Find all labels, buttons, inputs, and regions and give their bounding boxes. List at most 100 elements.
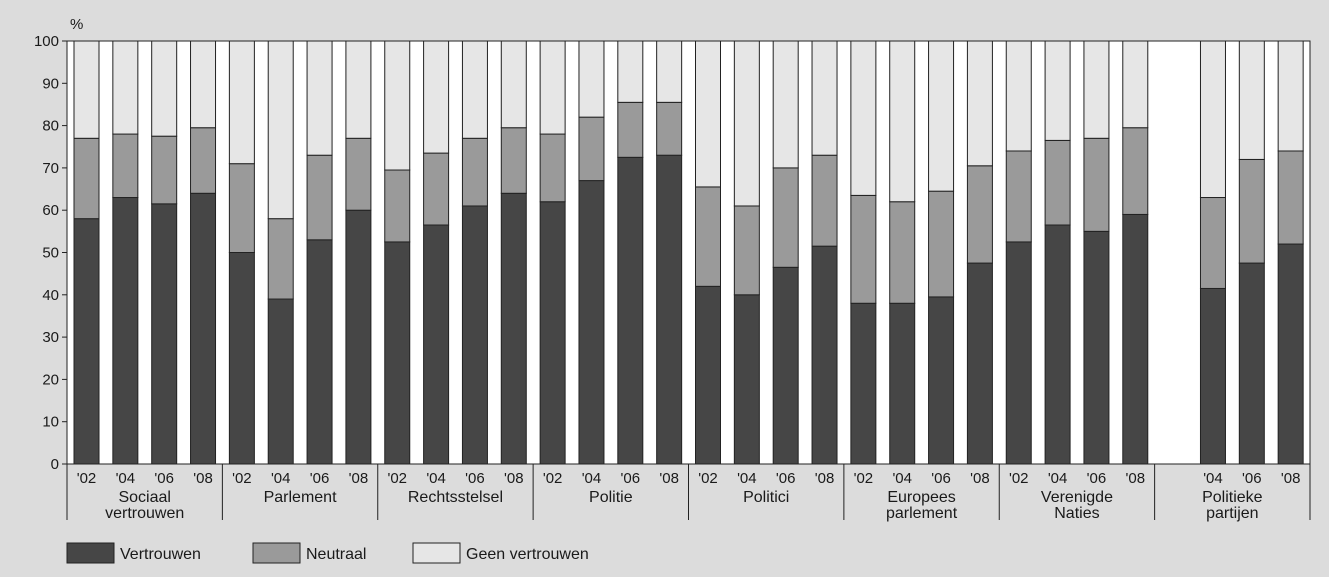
legend-label: Geen vertrouwen: [466, 546, 589, 563]
bar-segment-geen-vertrouwen: [190, 40, 217, 129]
bar-segment-geen-vertrouwen: [1238, 40, 1265, 160]
bar-segment-geen-vertrouwen: [306, 40, 333, 156]
bar-segment-geen-vertrouwen: [1083, 40, 1110, 139]
legend-swatch-geen-vertrouwen: [412, 542, 461, 564]
bar-segment-geen-vertrouwen: [1122, 40, 1149, 129]
bar-segment-vertrouwen: [1083, 230, 1110, 465]
bar-segment-vertrouwen: [1199, 287, 1226, 465]
y-tick-label: 60: [42, 202, 59, 219]
bar-segment-neutraal: [811, 154, 838, 247]
bar-segment-geen-vertrouwen: [112, 40, 139, 135]
x-tick-label: '06: [1242, 470, 1262, 487]
y-tick-label: 20: [42, 371, 59, 388]
x-tick-label: '02: [854, 470, 874, 487]
bar-segment-geen-vertrouwen: [811, 40, 838, 156]
group-label: Politie: [589, 489, 633, 506]
bar-segment-vertrouwen: [1277, 243, 1304, 465]
bar-segment-geen-vertrouwen: [384, 40, 411, 171]
bar-segment-vertrouwen: [1122, 213, 1149, 465]
x-tick-label: '04: [1203, 470, 1223, 487]
bar-segment-geen-vertrouwen: [345, 40, 372, 139]
legend-swatch-vertrouwen: [66, 542, 115, 564]
bar-segment-geen-vertrouwen: [1044, 40, 1071, 141]
x-tick-label: '02: [232, 470, 252, 487]
x-tick-label: '04: [892, 470, 912, 487]
bar-segment-neutraal: [267, 218, 294, 300]
bar-segment-neutraal: [656, 101, 683, 156]
x-tick-label: '02: [387, 470, 407, 487]
x-tick-label: '04: [737, 470, 757, 487]
bar-segment-neutraal: [306, 154, 333, 241]
bar-segment-neutraal: [1122, 127, 1149, 215]
group-label: Europees: [887, 489, 956, 506]
y-tick-label: 70: [42, 160, 59, 177]
bar-segment-neutraal: [966, 165, 993, 264]
bar-segment-geen-vertrouwen: [656, 40, 683, 103]
bar-segment-vertrouwen: [228, 252, 255, 465]
x-tick-label: '08: [1126, 470, 1146, 487]
x-tick-label: '08: [349, 470, 369, 487]
bar-segment-geen-vertrouwen: [928, 40, 955, 192]
bar-segment-neutraal: [889, 201, 916, 304]
bar-segment-geen-vertrouwen: [151, 40, 178, 137]
bar-segment-vertrouwen: [461, 205, 488, 465]
x-tick-label: '06: [310, 470, 330, 487]
bar-segment-neutraal: [578, 116, 605, 182]
bar-segment-neutraal: [1277, 150, 1304, 245]
bar-segment-neutraal: [539, 133, 566, 203]
group-label: Politici: [743, 489, 789, 506]
x-tick-label: '08: [970, 470, 990, 487]
y-unit-label: %: [70, 16, 83, 33]
x-tick-label: '04: [116, 470, 136, 487]
bar-segment-neutraal: [695, 186, 721, 287]
bar-segment-neutraal: [423, 152, 450, 226]
bar-segment-neutraal: [772, 167, 799, 268]
bar-segment-geen-vertrouwen: [1277, 40, 1304, 152]
x-tick-label: '08: [1281, 470, 1301, 487]
group-label: Parlement: [264, 489, 337, 506]
bar-segment-neutraal: [850, 194, 877, 304]
bar-segment-geen-vertrouwen: [500, 40, 527, 129]
bar-segment-neutraal: [1083, 137, 1110, 232]
bar-segment-geen-vertrouwen: [1005, 40, 1032, 152]
bar-segment-geen-vertrouwen: [966, 40, 993, 167]
x-tick-label: '02: [1009, 470, 1029, 487]
group-label: Naties: [1054, 505, 1099, 522]
bar-segment-vertrouwen: [112, 197, 139, 465]
y-tick-label: 90: [42, 75, 59, 92]
x-tick-label: '04: [582, 470, 602, 487]
legend-label: Vertrouwen: [120, 546, 201, 563]
bar-segment-vertrouwen: [190, 192, 217, 465]
x-tick-label: '06: [931, 470, 951, 487]
bar-segment-neutraal: [1005, 150, 1032, 243]
bar-segment-vertrouwen: [306, 239, 333, 465]
bar-segment-neutraal: [928, 190, 955, 298]
bar-segment-vertrouwen: [617, 156, 644, 465]
y-tick-label: 100: [34, 33, 59, 50]
bar-segment-neutraal: [151, 135, 178, 205]
bar-segment-geen-vertrouwen: [695, 40, 721, 188]
bar-segment-vertrouwen: [1238, 262, 1265, 465]
bar-segment-vertrouwen: [1044, 224, 1071, 465]
x-tick-label: '02: [543, 470, 563, 487]
bar-segment-geen-vertrouwen: [423, 40, 450, 154]
x-tick-label: '08: [504, 470, 524, 487]
bar-segment-vertrouwen: [733, 294, 760, 465]
x-tick-label: '06: [621, 470, 641, 487]
bar-segment-geen-vertrouwen: [1199, 40, 1226, 199]
x-tick-label: '02: [698, 470, 718, 487]
bar-segment-vertrouwen: [695, 285, 721, 465]
y-tick-label: 30: [42, 329, 59, 346]
bar-segment-geen-vertrouwen: [73, 40, 100, 139]
bar-segment-vertrouwen: [578, 180, 605, 465]
bar-segment-geen-vertrouwen: [578, 40, 605, 118]
x-tick-label: '06: [465, 470, 485, 487]
group-label: partijen: [1206, 505, 1258, 522]
bar-segment-neutraal: [1044, 139, 1071, 226]
group-label: Rechtsstelsel: [408, 489, 503, 506]
bar-segment-neutraal: [617, 101, 644, 158]
bar-segment-geen-vertrouwen: [228, 40, 255, 165]
x-tick-label: '08: [659, 470, 679, 487]
